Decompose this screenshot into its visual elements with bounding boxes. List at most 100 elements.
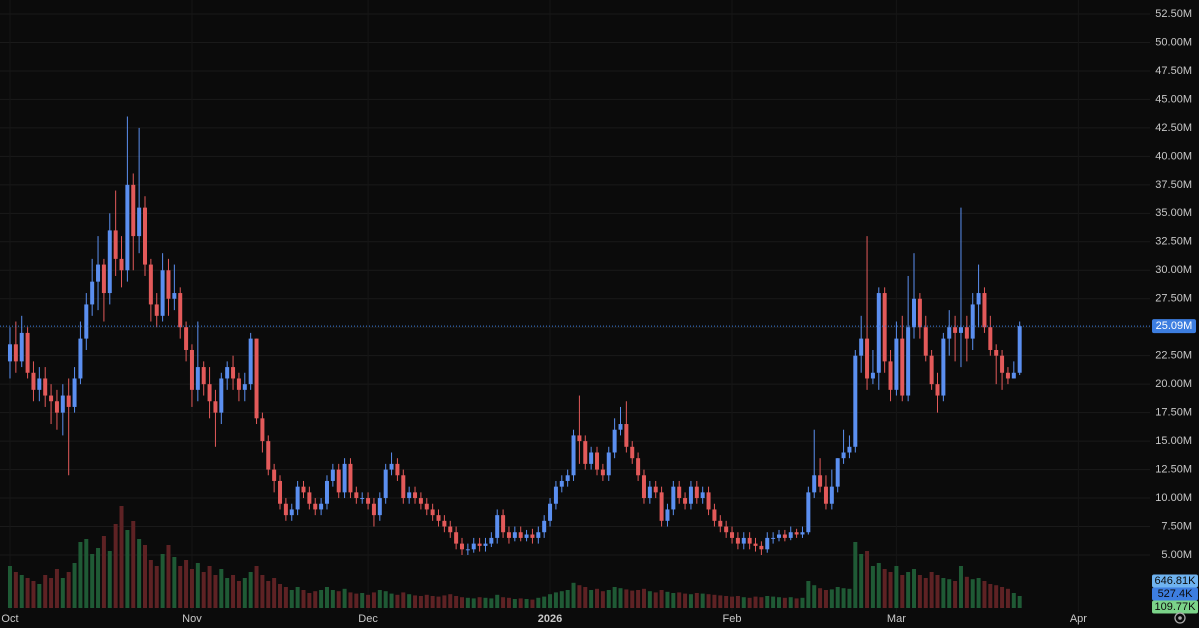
candle-body	[225, 367, 230, 379]
candle-body	[336, 469, 341, 493]
candle-body	[236, 378, 241, 390]
gear-center[interactable]	[1178, 616, 1182, 620]
volume-bar	[512, 599, 517, 608]
volume-bar	[806, 581, 811, 608]
candle-body	[148, 264, 153, 305]
candle-body	[765, 537, 770, 550]
candle-body	[647, 486, 652, 499]
candle-body	[43, 378, 48, 396]
candle-body	[477, 543, 482, 546]
volume-bar	[771, 596, 776, 608]
candle-body	[295, 486, 300, 510]
x-tick-label: Nov	[182, 613, 202, 625]
candle-body	[964, 327, 969, 339]
volume-bar	[78, 542, 83, 608]
x-tick-label: Oct	[1, 613, 18, 625]
candle-body	[829, 486, 834, 504]
volume-bar	[559, 591, 564, 608]
volume-bar	[495, 594, 500, 608]
volume-bar	[970, 579, 975, 608]
candle-body	[195, 367, 200, 390]
candle-body	[870, 372, 875, 379]
volume-bar	[923, 578, 928, 608]
volume-bar	[25, 578, 30, 608]
candle-body	[107, 230, 112, 294]
volume-bar	[154, 566, 159, 608]
volume-bar	[13, 572, 18, 608]
candle-body	[395, 463, 400, 476]
candle-body	[207, 384, 212, 402]
volume-bar	[189, 569, 194, 608]
candle-body	[324, 480, 329, 504]
candle-body	[512, 532, 517, 538]
candle-body	[876, 293, 881, 373]
volume-bar	[236, 581, 241, 608]
volume-bar	[242, 578, 247, 608]
candle-body	[301, 486, 306, 493]
candle-body	[213, 401, 218, 413]
volume-bar	[201, 572, 206, 608]
volume-bar	[225, 578, 230, 608]
volume-bar	[418, 596, 423, 608]
candle-body	[184, 327, 189, 350]
candle-body	[272, 469, 277, 481]
volume-bar	[506, 597, 511, 608]
y-tick-label: 20.00M	[1155, 378, 1192, 390]
settings-icon[interactable]	[1174, 612, 1186, 624]
volume-bar	[295, 587, 300, 608]
candle-body	[818, 475, 823, 487]
y-tick-label: 45.00M	[1155, 93, 1192, 105]
candle-body	[454, 532, 459, 544]
candle-body	[54, 401, 59, 413]
volume-bar	[876, 563, 881, 608]
candle-body	[589, 452, 594, 464]
candle-body	[131, 184, 136, 237]
candle-body	[559, 480, 564, 487]
volume-bar	[735, 596, 740, 608]
volume-bar	[853, 542, 858, 608]
volume-bar	[518, 598, 523, 608]
volume-badge	[1152, 574, 1198, 588]
candle-body	[377, 498, 382, 516]
volume-bar	[119, 506, 124, 608]
last-price-badge	[1152, 319, 1196, 334]
volume-bar	[366, 594, 371, 608]
volume-bar	[383, 591, 388, 608]
candle-body	[894, 338, 899, 390]
x-tick-label: 2026	[538, 613, 562, 625]
y-tick-label: 22.50M	[1155, 350, 1192, 362]
candle-body	[542, 520, 547, 533]
volume-bar	[37, 584, 42, 608]
volume-bar	[671, 593, 676, 608]
volume-bar	[307, 593, 312, 608]
volume-bar	[195, 563, 200, 608]
volume-bar	[172, 557, 177, 608]
candle-body	[630, 446, 635, 459]
volume-bar	[266, 581, 271, 608]
volume-bar	[812, 585, 817, 608]
volume-bar	[137, 539, 142, 608]
volume-bar	[454, 596, 459, 608]
y-tick-label: 52.50M	[1155, 8, 1192, 20]
volume-bar	[823, 590, 828, 608]
y-tick-label: 42.50M	[1155, 122, 1192, 134]
candle-body	[313, 503, 318, 510]
gear[interactable]	[1174, 612, 1186, 624]
volume-bar	[712, 594, 717, 608]
candle-body	[189, 349, 194, 390]
candle-body	[571, 435, 576, 476]
volume-bar	[906, 572, 911, 608]
volume-bar	[636, 590, 641, 608]
candle-body	[25, 332, 30, 373]
volume-bar	[66, 572, 71, 608]
candle-body	[60, 395, 65, 413]
candle-body	[970, 304, 975, 339]
candle-body	[201, 367, 206, 385]
candle-body	[366, 498, 371, 504]
candle-body	[231, 367, 236, 379]
candle-body	[882, 293, 887, 362]
candle-body	[853, 355, 858, 447]
candle-body	[524, 534, 529, 538]
candle-body	[636, 458, 641, 476]
volume-bar	[1011, 593, 1016, 608]
